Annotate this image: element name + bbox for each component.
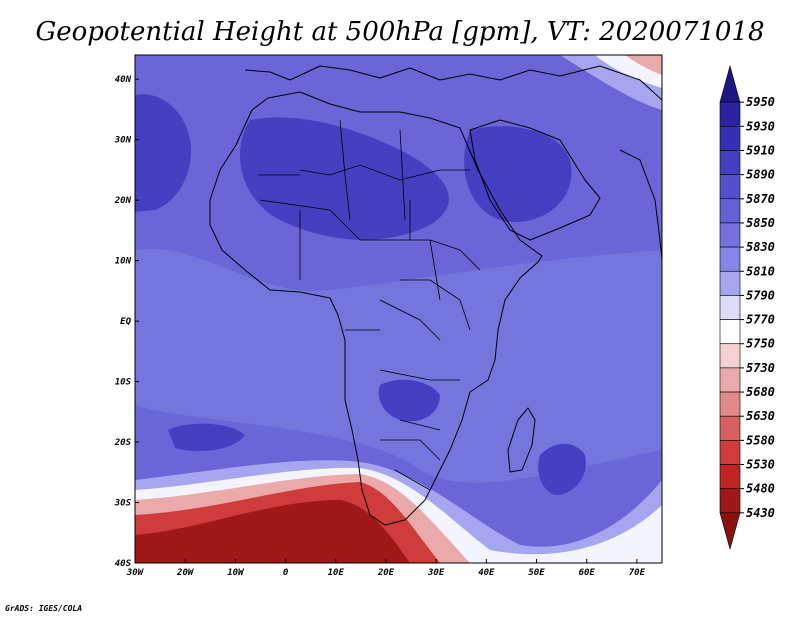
- colorbar-swatch: [719, 440, 741, 465]
- map-frame: [134, 54, 663, 564]
- colorbar-swatch: [719, 295, 741, 320]
- colorbar-swatch: [719, 222, 741, 248]
- colorbar-label: 5930: [746, 119, 775, 133]
- x-tick-label: 60E: [579, 568, 596, 578]
- x-tick-label: 40E: [478, 568, 495, 578]
- colorbar-swatch: [719, 512, 741, 551]
- field-region-pink-ne: [625, 55, 662, 75]
- colorbar-label: 5810: [746, 264, 775, 278]
- colorbar-label: 5870: [746, 192, 775, 206]
- colorbar-label: 5730: [746, 361, 775, 375]
- country-borders: [258, 119, 481, 491]
- colorbar-swatch: [719, 319, 741, 345]
- y-tick-label: 40S: [115, 559, 132, 569]
- europe-coastline: [244, 65, 662, 101]
- colorbar-swatch: [719, 415, 741, 441]
- colorbar-swatch: [719, 174, 741, 200]
- y-axis: 40N 30N 20N 10N EQ 10S 20S 30S 40S: [114, 75, 139, 569]
- field-region-high-zambia: [378, 379, 440, 422]
- colorbar: 5950 5930 5910 5890 5870 5850 5830 5810 5790 5770…: [719, 64, 775, 551]
- colorbar-swatch: [719, 126, 741, 151]
- colorbar-label: 5630: [746, 409, 775, 423]
- y-tick-label: 10N: [115, 257, 132, 267]
- colorbar-label: 5910: [746, 143, 775, 157]
- field-region-high-madagascar: [538, 443, 586, 495]
- colorbar-swatch: [719, 101, 741, 127]
- colorbar-label: 5430: [746, 506, 775, 520]
- y-tick-label: 20N: [114, 196, 132, 206]
- credit-text: GrADS: IGES/COLA: [5, 604, 82, 613]
- x-tick-label: 10E: [328, 568, 345, 578]
- x-tick-label: 30E: [427, 568, 445, 578]
- colorbar-label: 5750: [746, 337, 775, 351]
- colorbar-label: 5580: [746, 433, 775, 447]
- field-region-high-atlantic: [135, 94, 191, 212]
- colorbar-swatch: [719, 270, 741, 296]
- x-tick-label: 70E: [629, 568, 646, 578]
- colorbar-label: 5480: [746, 482, 775, 496]
- y-tick-label: EQ: [120, 317, 131, 327]
- colorbar-label: 5530: [746, 458, 775, 472]
- colorbar-label: 5770: [746, 313, 775, 327]
- x-tick-label: 0: [283, 568, 289, 578]
- field-region-high-sahara: [240, 117, 449, 240]
- madagascar-coastline: [507, 407, 536, 473]
- colorbar-swatch: [719, 150, 741, 175]
- colorbar-label: 5850: [746, 216, 775, 230]
- y-tick-label: 40N: [115, 75, 132, 85]
- colorbar-label: 5790: [746, 288, 775, 302]
- colorbar-swatch: [719, 246, 741, 272]
- colorbar-label: 5680: [746, 385, 775, 399]
- x-tick-label: 30W: [126, 568, 145, 578]
- arabia-coastline: [469, 119, 601, 241]
- x-tick-label: 10W: [227, 568, 245, 578]
- colorbar-label: 5830: [746, 240, 775, 254]
- india-coastline: [619, 149, 662, 261]
- x-axis: 30W 20W 10W 0 10E 20E 30E 40E 50E 60E 70E: [126, 559, 646, 578]
- field-region-high-arabia: [464, 126, 572, 222]
- field-region-darkred-south: [135, 500, 410, 563]
- y-tick-label: 10S: [115, 378, 132, 388]
- colorbar-swatch: [719, 64, 741, 103]
- colorbar-swatch: [719, 367, 741, 393]
- x-tick-label: 20E: [377, 568, 395, 578]
- y-tick-label: 30S: [114, 499, 132, 509]
- colorbar-label: 5950: [746, 95, 775, 109]
- colorbar-swatch: [719, 198, 741, 224]
- map-title: Geopotential Height at 500hPa [gpm], VT:…: [35, 17, 764, 47]
- x-tick-label: 20W: [176, 568, 195, 578]
- y-tick-label: 30N: [114, 136, 132, 146]
- colorbar-swatch: [719, 488, 741, 514]
- field-region-moderate: [135, 248, 662, 483]
- height-field: [135, 55, 662, 563]
- x-tick-label: 50E: [528, 568, 545, 578]
- y-tick-label: 20S: [114, 438, 132, 448]
- colorbar-swatch: [719, 464, 741, 489]
- field-region-high-south-atlantic: [168, 423, 245, 452]
- colorbar-swatch: [719, 391, 741, 417]
- colorbar-swatch: [719, 343, 741, 369]
- colorbar-label: 5890: [746, 168, 775, 182]
- africa-coastline: [209, 91, 543, 526]
